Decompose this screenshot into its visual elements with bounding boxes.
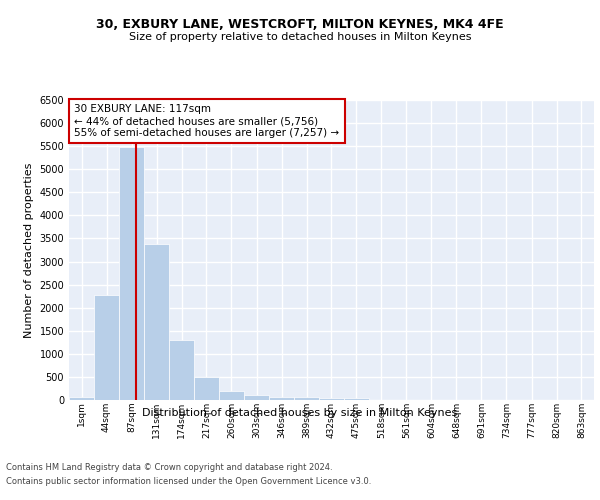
Bar bbox=[244, 394, 269, 400]
Bar bbox=[169, 340, 194, 400]
Text: Size of property relative to detached houses in Milton Keynes: Size of property relative to detached ho… bbox=[129, 32, 471, 42]
Bar bbox=[194, 378, 219, 400]
Bar bbox=[119, 147, 144, 400]
Text: Distribution of detached houses by size in Milton Keynes: Distribution of detached houses by size … bbox=[142, 408, 458, 418]
Bar bbox=[144, 244, 169, 400]
Text: 30, EXBURY LANE, WESTCROFT, MILTON KEYNES, MK4 4FE: 30, EXBURY LANE, WESTCROFT, MILTON KEYNE… bbox=[96, 18, 504, 30]
Y-axis label: Number of detached properties: Number of detached properties bbox=[24, 162, 34, 338]
Text: Contains public sector information licensed under the Open Government Licence v3: Contains public sector information licen… bbox=[6, 477, 371, 486]
Text: 30 EXBURY LANE: 117sqm
← 44% of detached houses are smaller (5,756)
55% of semi-: 30 EXBURY LANE: 117sqm ← 44% of detached… bbox=[74, 104, 340, 138]
Bar bbox=[69, 396, 94, 400]
Bar bbox=[219, 391, 244, 400]
Bar bbox=[319, 398, 344, 400]
Bar bbox=[294, 398, 319, 400]
Bar bbox=[94, 295, 119, 400]
Text: Contains HM Land Registry data © Crown copyright and database right 2024.: Contains HM Land Registry data © Crown c… bbox=[6, 464, 332, 472]
Bar bbox=[344, 398, 369, 400]
Bar bbox=[269, 396, 294, 400]
